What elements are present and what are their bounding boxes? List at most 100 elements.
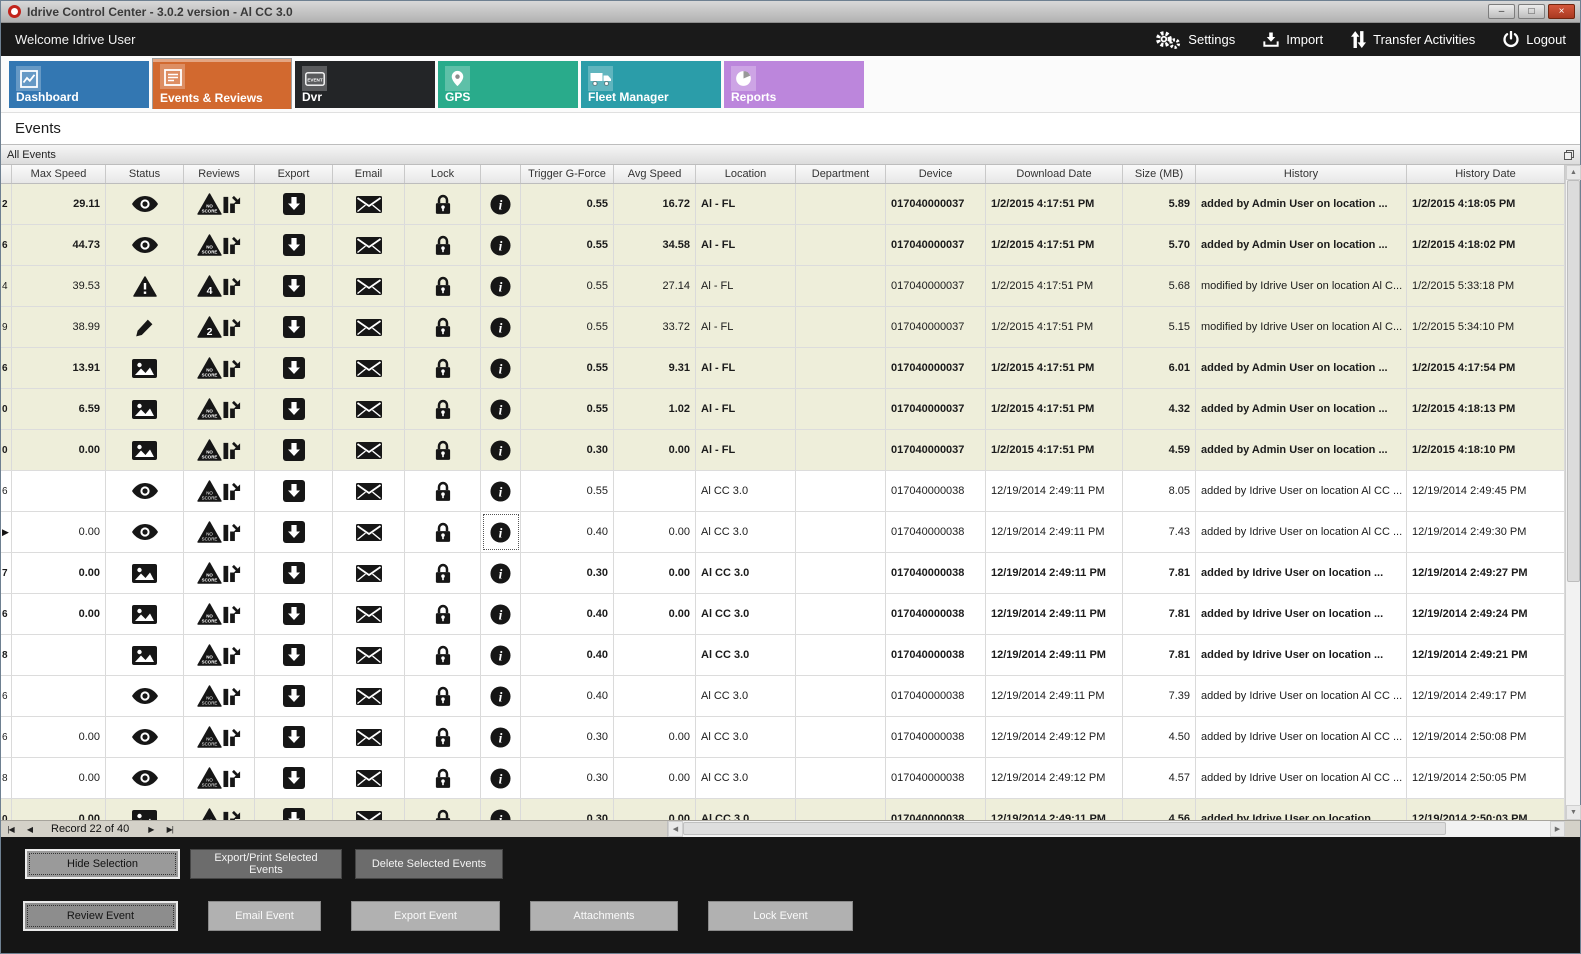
export-icon[interactable] [282, 726, 305, 748]
column-header-location[interactable]: Location [696, 165, 796, 183]
table-row[interactable]: 9 38.99 2 i 0.55 33.72 Al - FL 017040000037 1/2/… [1, 307, 1565, 348]
email-icon[interactable] [355, 441, 382, 459]
export-icon[interactable] [282, 357, 305, 379]
lock-icon[interactable] [435, 645, 451, 666]
email-icon[interactable] [355, 195, 382, 213]
export-icon[interactable] [282, 767, 305, 789]
export-icon[interactable] [282, 234, 305, 256]
column-header-size-mb[interactable]: Size (MB) [1123, 165, 1196, 183]
email-icon[interactable] [355, 605, 382, 623]
table-row[interactable]: 7 0.00 NO SCORE i 0.30 0.00 Al CC 3.0 0170400000… [1, 553, 1565, 594]
info-icon[interactable]: i [490, 234, 511, 256]
table-row[interactable]: 6 44.73 NO SCORE i 0.55 34.58 Al - FL 0170400000… [1, 225, 1565, 266]
column-header-department[interactable]: Department [796, 165, 886, 183]
maximize-button[interactable]: □ [1518, 4, 1545, 19]
table-row[interactable]: 4 39.53 4 i 0.55 27.14 Al - FL 017040000037 1/2/… [1, 266, 1565, 307]
table-row[interactable]: 0 6.59 NO SCORE i 0.55 1.02 Al - FL 017040000037… [1, 389, 1565, 430]
settings-button[interactable]: Settings [1154, 30, 1235, 50]
export-icon[interactable] [282, 316, 305, 338]
export-event-button[interactable]: Export Event [351, 901, 500, 931]
minimize-button[interactable]: – [1488, 4, 1515, 19]
info-icon[interactable]: i [490, 439, 511, 461]
lock-icon[interactable] [435, 481, 451, 502]
export-icon[interactable] [282, 398, 305, 420]
close-button[interactable]: × [1548, 4, 1575, 19]
scroll-down-icon[interactable]: ▼ [1566, 805, 1581, 820]
email-icon[interactable] [355, 400, 382, 418]
email-event-button[interactable]: Email Event [208, 901, 321, 931]
column-header-reviews[interactable]: Reviews [184, 165, 255, 183]
lock-icon[interactable] [435, 809, 451, 820]
export-icon[interactable] [282, 480, 305, 502]
lock-icon[interactable] [435, 317, 451, 338]
column-header-email[interactable]: Email [333, 165, 405, 183]
first-record-button[interactable]: |◀ [7, 824, 14, 834]
tab-events[interactable]: Events & Reviews [152, 58, 292, 109]
lock-icon[interactable] [435, 563, 451, 584]
export-icon[interactable] [282, 521, 305, 543]
export-icon[interactable] [282, 808, 305, 820]
column-header-history[interactable]: History [1196, 165, 1407, 183]
table-row[interactable]: 6 13.91 NO SCORE i 0.55 9.31 Al - FL 01704000003… [1, 348, 1565, 389]
email-icon[interactable] [355, 482, 382, 500]
table-row[interactable]: 2 29.11 NO SCORE i 0.55 16.72 Al - FL 0170400000… [1, 184, 1565, 225]
export-icon[interactable] [282, 603, 305, 625]
tab-reports[interactable]: Reports [724, 61, 864, 108]
email-icon[interactable] [355, 318, 382, 336]
email-icon[interactable] [355, 810, 382, 820]
email-icon[interactable] [355, 277, 382, 295]
column-header-export[interactable]: Export [255, 165, 333, 183]
lock-icon[interactable] [435, 686, 451, 707]
table-row[interactable]: 6 NO SCORE i 0.55 Al CC 3.0 017040000038 12/19/… [1, 471, 1565, 512]
lock-icon[interactable] [435, 604, 451, 625]
next-record-button[interactable]: ▶ [148, 824, 154, 834]
info-icon[interactable]: i [490, 398, 511, 420]
transfer-button[interactable]: Transfer Activities [1351, 31, 1475, 48]
hide-selection-button[interactable]: Hide Selection [25, 849, 180, 879]
info-icon[interactable]: i [490, 767, 511, 789]
column-header-lock[interactable]: Lock [405, 165, 481, 183]
info-icon[interactable]: i [490, 275, 511, 297]
scroll-up-icon[interactable]: ▲ [1566, 165, 1581, 180]
tab-fleet[interactable]: Fleet Manager [581, 61, 721, 108]
info-icon[interactable]: i [490, 644, 511, 666]
horizontal-scroll-thumb[interactable] [683, 822, 1446, 835]
email-icon[interactable] [355, 359, 382, 377]
table-row[interactable]: 6 NO SCORE i 0.40 Al CC 3.0 017040000038 12/19/… [1, 676, 1565, 717]
lock-icon[interactable] [435, 727, 451, 748]
lock-icon[interactable] [435, 194, 451, 215]
info-icon[interactable]: i [490, 685, 511, 707]
email-icon[interactable] [355, 687, 382, 705]
export-icon[interactable] [282, 275, 305, 297]
export-icon[interactable] [282, 439, 305, 461]
export-icon[interactable] [282, 644, 305, 666]
panel-maximize-icon[interactable] [1564, 149, 1574, 160]
column-header-blank[interactable] [481, 165, 521, 183]
email-icon[interactable] [355, 769, 382, 787]
export-icon[interactable] [282, 685, 305, 707]
email-icon[interactable] [355, 646, 382, 664]
vertical-scroll-track[interactable] [1566, 180, 1580, 805]
column-header-status[interactable]: Status [106, 165, 184, 183]
export-print-selected-events-button[interactable]: Export/Print Selected Events [190, 849, 342, 879]
vertical-scrollbar[interactable]: ▲ ▼ [1565, 165, 1581, 820]
attachments-button[interactable]: Attachments [530, 901, 678, 931]
email-icon[interactable] [355, 728, 382, 746]
lock-icon[interactable] [435, 399, 451, 420]
column-header-avg-speed[interactable]: Avg Speed [614, 165, 696, 183]
export-icon[interactable] [282, 193, 305, 215]
info-icon[interactable]: i [490, 316, 511, 338]
export-icon[interactable] [282, 562, 305, 584]
info-icon[interactable]: i [490, 808, 511, 820]
lock-icon[interactable] [435, 235, 451, 256]
tab-gps[interactable]: GPS [438, 61, 578, 108]
table-row[interactable]: ▶ 0.00 NO SCORE i 0.40 0.00 Al CC 3.0 0170400000… [1, 512, 1565, 553]
lock-icon[interactable] [435, 440, 451, 461]
prev-record-button[interactable]: ◀ [26, 824, 33, 834]
info-icon[interactable]: i [490, 357, 511, 379]
email-icon[interactable] [355, 523, 382, 541]
tab-dashboard[interactable]: Dashboard [9, 61, 149, 108]
vertical-scroll-thumb[interactable] [1567, 180, 1580, 582]
table-row[interactable]: 8 0.00 NO SCORE i 0.30 0.00 Al CC 3.0 0170400000… [1, 758, 1565, 799]
logout-button[interactable]: Logout [1503, 31, 1566, 48]
